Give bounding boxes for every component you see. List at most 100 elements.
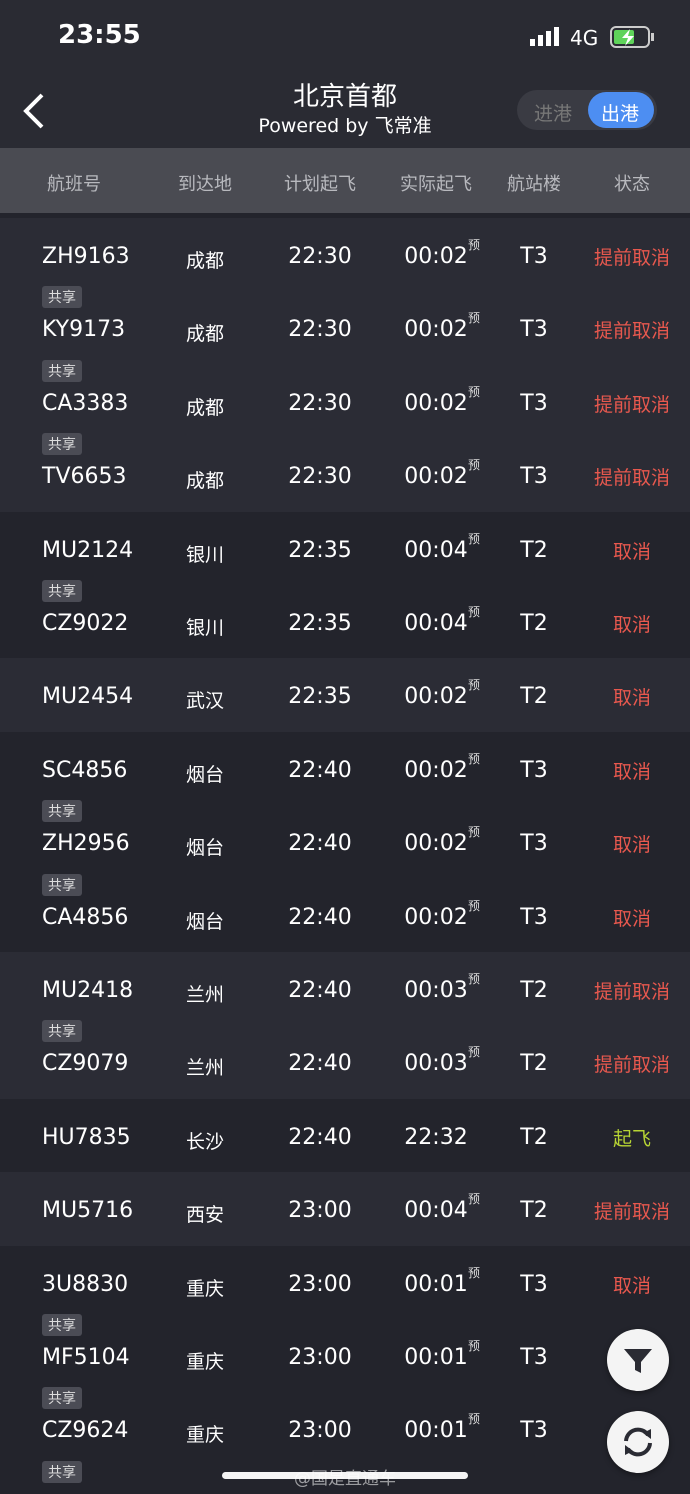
estimate-mark: 预 [468, 238, 481, 252]
terminal: T3 [520, 317, 548, 343]
flight-row[interactable]: 共享 TV6653 成都 22:30 00:02 预 T3 提前取消 [0, 433, 690, 512]
tab-arrivals[interactable]: 进港 [534, 103, 573, 125]
scheduled: 22:40 [288, 757, 352, 783]
terminal: T3 [520, 831, 548, 857]
estimate-mark: 预 [468, 531, 481, 546]
shared-badge: 共享 [42, 1387, 82, 1410]
home-indicator [222, 1472, 468, 1479]
terminal: T2 [520, 1124, 548, 1150]
flight-row[interactable]: MU2454 武汉 22:35 00:02 预 T2 取消 [0, 658, 690, 732]
flight-row[interactable]: MU2124 银川 22:35 00:04 预 T2 取消 [0, 511, 690, 585]
destination: 成都 [185, 470, 225, 493]
shared-badge: 共享 [42, 359, 82, 382]
signal-icon [530, 27, 559, 46]
flight-row[interactable]: 共享 CA3383 成都 22:30 00:02 预 T3 提前取消 [0, 359, 690, 439]
actual: 00:04 [404, 611, 468, 636]
flight-code: CZ9022 [42, 611, 129, 636]
shared-badge: 共享 [42, 1460, 82, 1483]
flight-code: KY9173 [42, 317, 126, 343]
destination: 成都 [185, 250, 225, 272]
clock: 23:55 [58, 20, 141, 50]
status: 提前取消 [593, 981, 671, 1003]
actual: 00:01 [404, 1418, 468, 1444]
flight-code: CZ9624 [42, 1418, 129, 1444]
destination: 烟台 [185, 910, 225, 933]
flight-row[interactable]: 共享 KY9173 成都 22:30 00:02 预 T3 提前取消 [0, 286, 690, 365]
scheduled: 23:00 [288, 1345, 352, 1370]
filter-button[interactable] [607, 1329, 669, 1391]
scheduled: 23:00 [288, 1198, 352, 1224]
destination: 重庆 [185, 1424, 225, 1447]
estimate-mark: 预 [468, 1045, 481, 1060]
scheduled: 22:35 [288, 537, 352, 563]
network: 4G [570, 26, 599, 50]
flight-code: MU5716 [42, 1198, 134, 1224]
shared-badge: 共享 [42, 1020, 82, 1043]
flight-row[interactable]: MU5716 西安 23:00 00:04 预 T2 提前取消 [0, 1172, 690, 1246]
flight-row[interactable]: 共享 CA4856 烟台 22:40 00:02 预 T3 取消 [0, 873, 690, 952]
terminal: T2 [520, 537, 548, 563]
actual: 00:01 [404, 1345, 468, 1370]
column-label: 航班号 [47, 174, 101, 195]
destination: 西安 [185, 1204, 225, 1227]
status: 提前取消 [593, 1054, 671, 1077]
estimate-mark: 预 [468, 1265, 481, 1280]
flight-row[interactable]: 共享 ZH2956 烟台 22:40 00:02 预 T3 取消 [0, 800, 690, 879]
scheduled: 22:40 [288, 904, 352, 930]
column-label: 到达地 [178, 174, 232, 195]
scheduled: 22:30 [288, 317, 352, 343]
flight-row[interactable]: SC4856 烟台 22:40 00:02 预 T3 取消 [0, 731, 690, 806]
actual: 00:02 [404, 904, 468, 930]
watermark: @国是直通车 [294, 1469, 396, 1489]
status: 提前取消 [593, 393, 671, 416]
back-button[interactable] [18, 92, 48, 130]
refresh-button[interactable] [607, 1411, 669, 1473]
status: 取消 [612, 540, 652, 563]
status: 取消 [612, 834, 652, 857]
tab-departures-label: 出港 [601, 103, 640, 125]
destination: 重庆 [185, 1277, 225, 1300]
flight-row[interactable]: 3U8830 重庆 23:00 00:01 预 T3 取消 [0, 1245, 690, 1319]
status: 起飞 [612, 1127, 652, 1150]
estimate-mark: 预 [468, 1339, 481, 1353]
flight-code: MU2418 [42, 978, 134, 1003]
flight-row[interactable]: HU7835 长沙 22:40 22:32 T2 起飞 [0, 1098, 690, 1173]
terminal: T3 [520, 1345, 548, 1370]
terminal: T3 [520, 244, 548, 269]
flight-row[interactable]: 共享 CZ9079 兰州 22:40 00:03 预 T2 提前取消 [0, 1020, 690, 1099]
scheduled: 22:30 [288, 464, 352, 490]
flight-row[interactable]: 共享 CZ9022 银川 22:35 00:04 预 T2 取消 [0, 580, 690, 659]
shared-badge: 共享 [42, 433, 82, 456]
actual: 00:02 [404, 757, 468, 783]
title: 北京首都 [292, 82, 398, 112]
shared-badge: 共享 [42, 800, 82, 823]
scheduled: 22:40 [288, 1051, 352, 1077]
destination: 银川 [185, 543, 225, 566]
terminal: T3 [520, 390, 548, 416]
actual: 00:02 [404, 390, 468, 416]
top-bar: 23:55 4G 北京首都 Powered by 飞常准 进港 出港 [0, 0, 690, 148]
status: 取消 [612, 614, 652, 636]
column-label: 航站楼 [507, 174, 561, 195]
estimate-mark: 预 [468, 972, 481, 986]
terminal: T3 [520, 757, 548, 783]
flight-code: CA3383 [42, 390, 129, 416]
terminal: T3 [520, 904, 548, 930]
column-label: 计划起飞 [284, 174, 356, 195]
flight-code: ZH9163 [42, 244, 130, 269]
actual: 00:02 [404, 831, 468, 857]
scheduled: 23:00 [288, 1418, 352, 1444]
shared-badge: 共享 [42, 286, 82, 309]
shared-badge: 共享 [42, 873, 82, 896]
estimate-mark: 预 [468, 1412, 481, 1427]
estimate-mark: 预 [468, 825, 481, 840]
flight-row[interactable]: MU2418 兰州 22:40 00:03 预 T2 提前取消 [0, 952, 690, 1026]
flight-code: CA4856 [42, 904, 129, 930]
tab-departures[interactable]: 出港 [588, 92, 654, 128]
destination: 烟台 [185, 837, 225, 860]
flight-code: CZ9079 [42, 1051, 129, 1077]
estimate-mark: 预 [468, 678, 481, 693]
flight-row[interactable]: ZH9163 成都 22:30 00:02 预 T3 提前取消 [0, 218, 690, 292]
